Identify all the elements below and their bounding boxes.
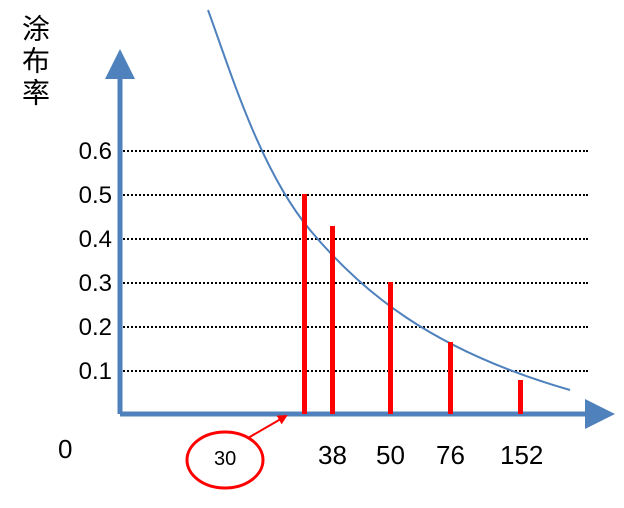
xtick-50: 50 [376,440,405,471]
callout-label: 30 [214,448,236,471]
drop-line [518,380,523,414]
drop-line [448,342,453,414]
drop-line [302,194,307,414]
callout-arrow [248,416,286,438]
drop-line [330,226,335,414]
xtick-38: 38 [318,440,347,471]
axes [0,0,624,508]
drop-line [388,282,393,414]
chart: 涂布率 0 0.1 0.2 0.3 0.4 0.5 0.6 [0,0,624,508]
xtick-76: 76 [436,440,465,471]
xtick-152: 152 [500,440,543,471]
